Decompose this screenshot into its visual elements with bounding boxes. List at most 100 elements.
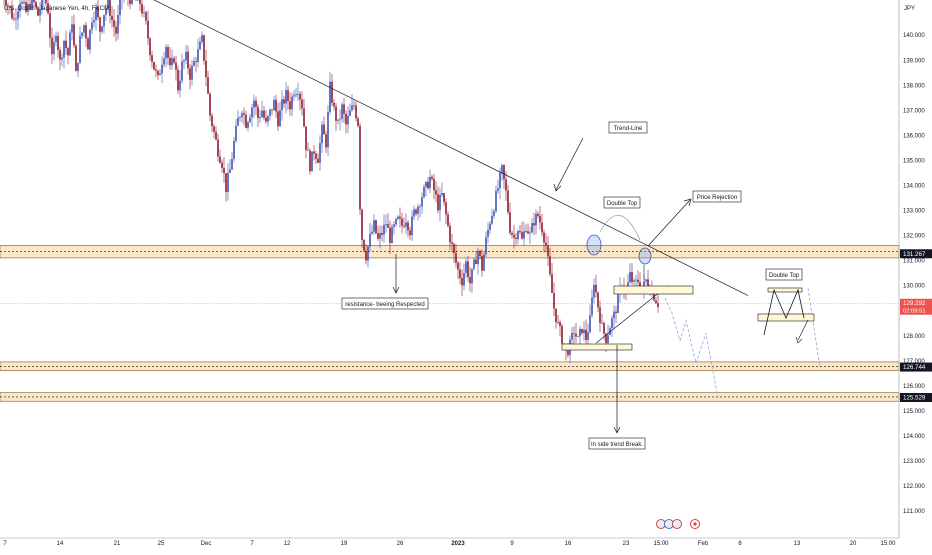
candle-body xyxy=(395,219,397,224)
y-tick-label: 137.000 xyxy=(903,108,925,114)
candle-body xyxy=(485,237,487,254)
price-label: 126.744 xyxy=(903,364,926,371)
candle-body xyxy=(503,165,505,179)
candle-body xyxy=(475,260,477,265)
candle-body xyxy=(215,132,217,140)
candle-body xyxy=(183,60,185,61)
candle-body xyxy=(507,191,509,213)
candle-body xyxy=(199,42,201,50)
candle-body xyxy=(359,126,361,210)
candle-body xyxy=(239,117,241,118)
price-rejection-label: Price Rejection xyxy=(697,195,737,201)
candle-body xyxy=(589,315,591,332)
candle-body xyxy=(163,58,165,64)
candle-body xyxy=(599,307,601,323)
candle-body xyxy=(361,210,363,240)
candle-body xyxy=(541,223,543,233)
candle-body xyxy=(323,125,325,135)
candle-body xyxy=(265,118,267,122)
annotation-trend-break[interactable]: In side trend Break. xyxy=(589,438,645,449)
candle-body xyxy=(553,293,555,309)
candle-body xyxy=(335,106,337,120)
candle-body xyxy=(217,139,219,156)
double-top-marker-right[interactable] xyxy=(639,248,651,264)
double-top-right-label: Double Top xyxy=(769,273,800,279)
annotation-double-top-right[interactable]: Double Top xyxy=(766,269,802,280)
candle-body xyxy=(441,193,443,195)
y-tick-label: 134.000 xyxy=(903,184,925,190)
candle-body xyxy=(301,100,303,109)
candle-body xyxy=(369,234,371,247)
candle-body xyxy=(141,4,143,13)
candle-body xyxy=(635,280,637,281)
candle-body xyxy=(483,254,485,270)
candle-body xyxy=(111,16,113,20)
candle-body xyxy=(515,238,517,239)
y-tick-label: 140.000 xyxy=(903,33,925,39)
candle-body xyxy=(277,111,279,126)
annotation-price-rejection[interactable]: Price Rejection xyxy=(693,191,741,202)
candle-body xyxy=(103,15,105,27)
consolidation-box[interactable] xyxy=(768,288,802,292)
candle-body xyxy=(297,94,299,95)
candle-body xyxy=(225,173,227,192)
candle-body xyxy=(531,223,533,232)
economic-events[interactable] xyxy=(657,520,700,529)
candle-body xyxy=(83,25,85,32)
candle-body xyxy=(505,179,507,190)
candle-body xyxy=(419,207,421,208)
candle-body xyxy=(203,35,205,61)
candle-body xyxy=(145,12,147,20)
y-tick-label: 126.000 xyxy=(903,384,925,390)
x-tick-label: 19 xyxy=(341,541,348,547)
candle-body xyxy=(149,39,151,56)
x-tick-label: 15:00 xyxy=(880,541,896,547)
candle-body xyxy=(187,52,189,69)
candle-body xyxy=(391,227,393,243)
x-tick-label: Feb xyxy=(698,541,709,547)
x-tick-label: 12 xyxy=(284,541,291,547)
candle-body xyxy=(509,212,511,233)
candle-body xyxy=(13,18,15,19)
candle-body xyxy=(195,61,197,62)
us-flag-icon[interactable] xyxy=(673,520,682,529)
candle-body xyxy=(517,231,519,239)
candle-body xyxy=(151,55,153,62)
candle-body xyxy=(143,12,145,13)
y-tick-label: 122.000 xyxy=(903,484,925,490)
y-tick-label: 130.000 xyxy=(903,284,925,290)
annotation-trend-line[interactable]: Trend-Line xyxy=(609,122,647,133)
candle-body xyxy=(45,0,47,3)
candle-body xyxy=(431,177,433,179)
candle-body xyxy=(147,21,149,39)
candle-body xyxy=(365,251,367,261)
candle-body xyxy=(237,118,239,126)
double-top-marker-left[interactable] xyxy=(587,235,601,255)
y-tick-label: 131.000 xyxy=(903,259,925,265)
candle-body xyxy=(235,126,237,141)
candle-body xyxy=(81,33,83,36)
candle-body xyxy=(427,182,429,188)
candle-body xyxy=(409,230,411,235)
candle-body xyxy=(173,58,175,63)
candle-body xyxy=(523,231,525,238)
candle-body xyxy=(357,118,359,126)
annotation-double-top-left[interactable]: Double Top xyxy=(604,197,640,208)
candle-body xyxy=(371,232,373,234)
candle-body xyxy=(459,270,461,278)
consolidation-box[interactable] xyxy=(562,344,632,350)
candle-body xyxy=(423,187,425,197)
candle-body xyxy=(213,126,215,132)
candle-body xyxy=(413,210,415,217)
candle-body xyxy=(245,115,247,128)
candle-body xyxy=(227,173,229,192)
candle-body xyxy=(377,233,379,239)
annotation-resistance[interactable]: resistance- beeing Respected xyxy=(342,298,428,309)
consolidation-box[interactable] xyxy=(614,286,693,294)
candle-body xyxy=(313,152,315,154)
candle-body xyxy=(131,0,133,4)
candle-body xyxy=(511,233,513,235)
candle-body xyxy=(421,197,423,206)
